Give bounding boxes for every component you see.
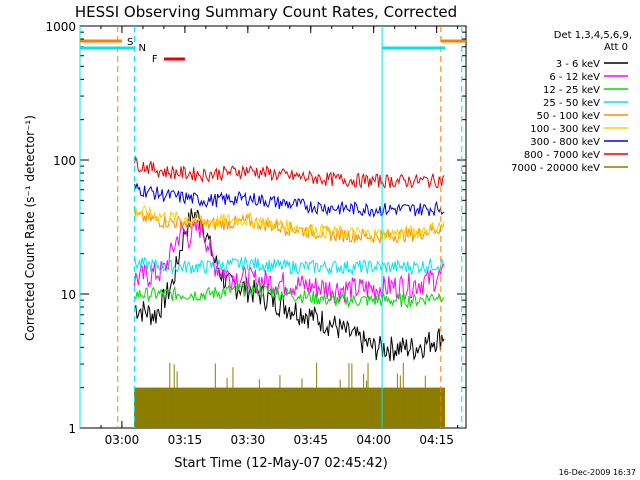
legend-label: 7000 - 20000 keV xyxy=(511,163,600,174)
legend-label: 12 - 25 keV xyxy=(543,85,600,96)
legend-label: 6 - 12 keV xyxy=(549,72,600,83)
x-axis-label: Start Time (12-May-07 02:45:42) xyxy=(174,456,388,471)
legend-label: 3 - 6 keV xyxy=(556,59,600,70)
legend-label: 300 - 800 keV xyxy=(530,137,600,148)
x-tick-label: 03:30 xyxy=(231,433,266,447)
y-tick-label: 1 xyxy=(68,422,76,436)
legend-label: 50 - 100 keV xyxy=(537,111,601,122)
night-flag-label: N xyxy=(139,43,146,54)
plot-timestamp: 16-Dec-2009 16:37 xyxy=(559,468,636,477)
chart-title: HESSI Observing Summary Count Rates, Cor… xyxy=(75,3,457,21)
saa-flag-label: S xyxy=(127,37,133,48)
legend-header-line-2: Att 0 xyxy=(604,42,628,53)
x-tick-label: 03:15 xyxy=(168,433,203,447)
series-50-100-line xyxy=(134,210,445,244)
x-tick-label: 04:15 xyxy=(419,433,454,447)
legend-label: 800 - 7000 keV xyxy=(524,150,600,161)
legend-label: 25 - 50 keV xyxy=(543,98,600,109)
series-800-7000-line xyxy=(134,155,445,190)
y-axis-label: Corrected Count Rate (s⁻¹ detector⁻¹) xyxy=(23,115,37,341)
y-tick-label: 100 xyxy=(53,154,76,168)
y-tick-label: 1000 xyxy=(45,20,76,34)
series-25-50-line xyxy=(134,255,445,276)
series-12-25-line xyxy=(134,281,445,309)
series-100-300-line xyxy=(134,204,445,243)
series-300-800-line xyxy=(134,183,445,218)
x-tick-label: 04:00 xyxy=(356,433,391,447)
x-tick-label: 03:00 xyxy=(105,433,140,447)
y-tick-label: 10 xyxy=(61,288,76,302)
chart-marks: 03:00 03:15 03:30 03:45 04:00 04:15 1 10 100 1000… xyxy=(45,20,628,447)
flare-flag-label: F xyxy=(152,54,158,65)
x-tick-label: 03:45 xyxy=(293,433,328,447)
legend-label: 100 - 300 keV xyxy=(530,124,600,135)
legend-header-line-1: Det 1,3,4,5,6,9, xyxy=(554,30,632,41)
